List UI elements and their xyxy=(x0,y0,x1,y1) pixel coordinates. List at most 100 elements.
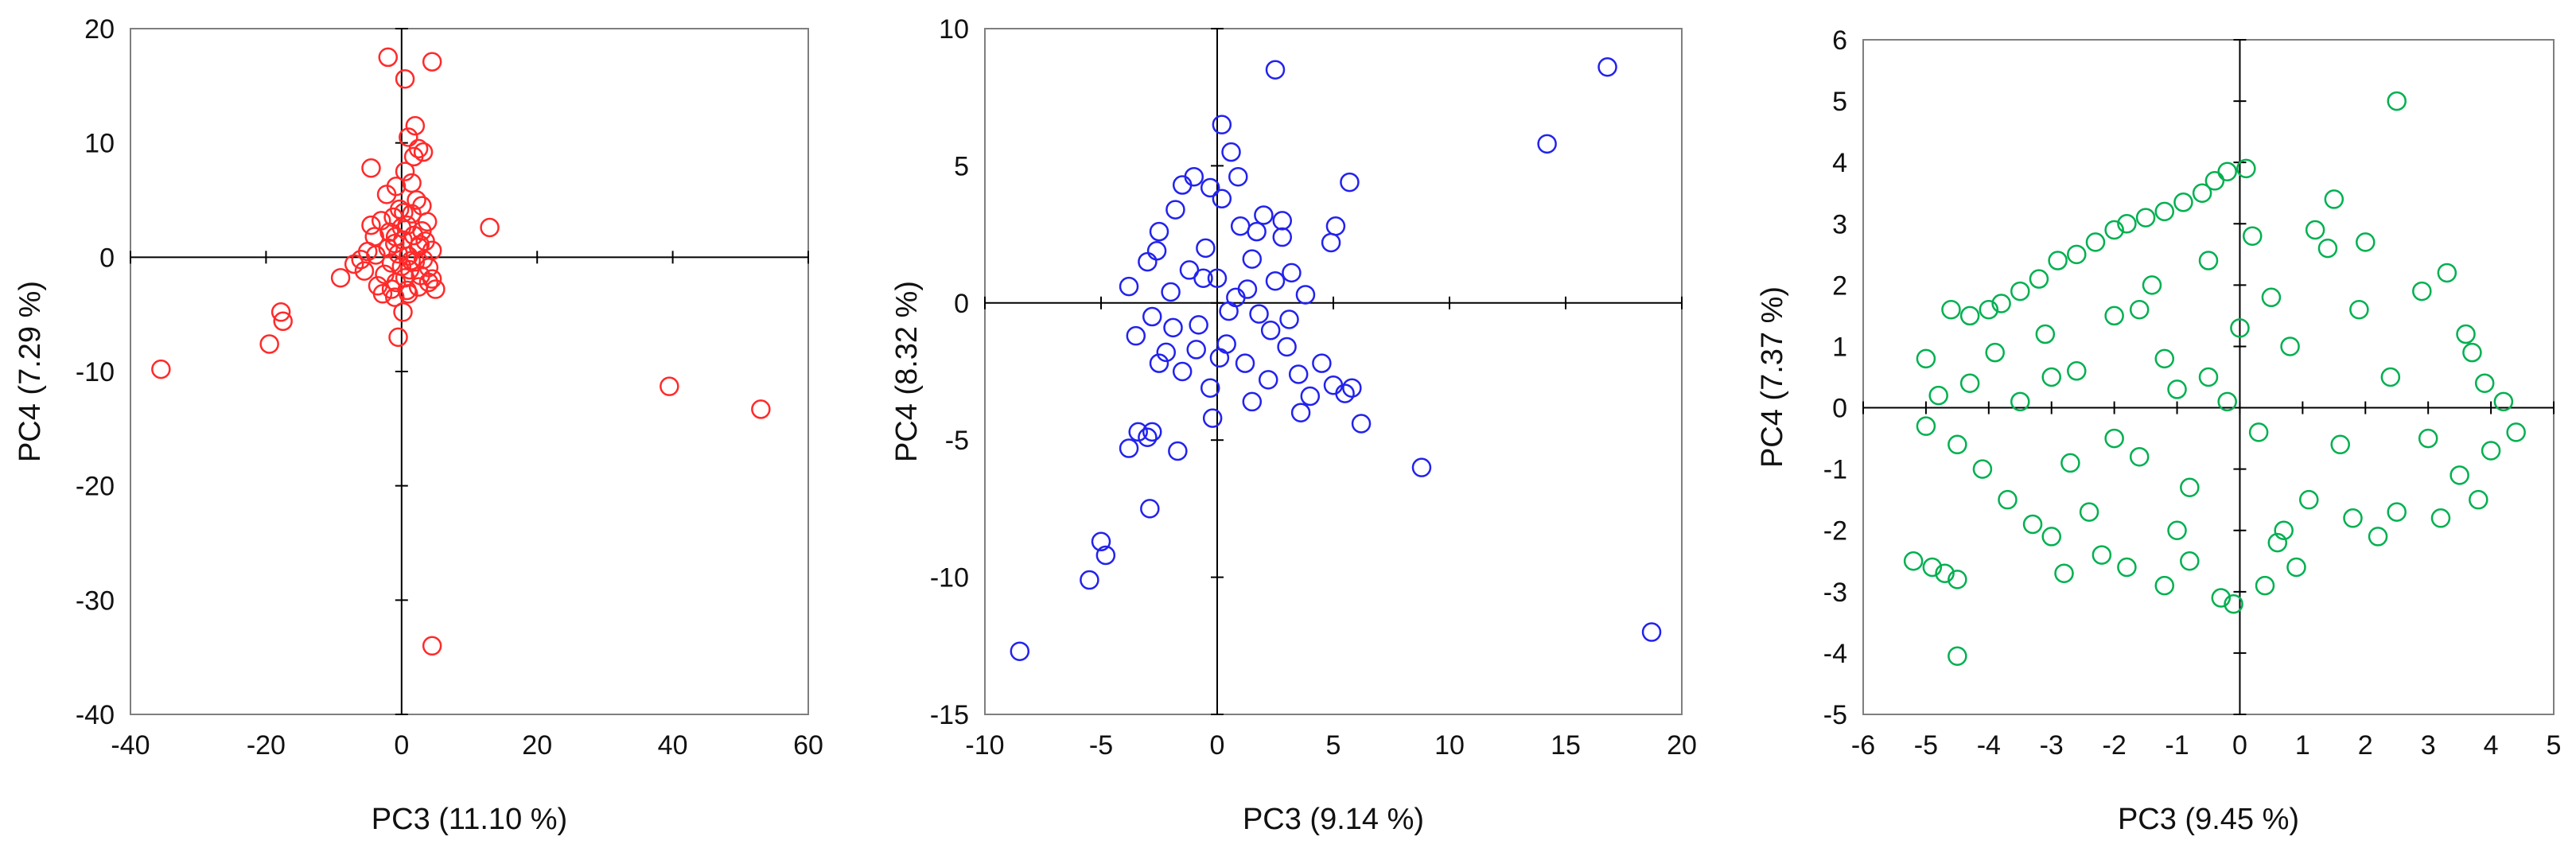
data-point xyxy=(408,138,429,159)
data-point xyxy=(1146,241,1167,261)
data-point xyxy=(1258,370,1278,390)
data-point xyxy=(2129,446,2150,467)
data-point xyxy=(1249,304,1269,324)
data-point xyxy=(1142,422,1162,442)
data-point xyxy=(2462,342,2482,363)
x-tick-label: 2 xyxy=(2358,730,2373,761)
y-axis-title: PC4 (7.29 %) xyxy=(14,281,47,462)
data-point xyxy=(1290,403,1311,422)
data-point xyxy=(1212,189,1232,209)
data-point xyxy=(2180,551,2200,571)
plot-area-border xyxy=(984,28,1683,715)
data-point xyxy=(1916,348,1936,369)
data-point xyxy=(2154,348,2175,369)
data-point xyxy=(1242,391,1263,412)
y-tick-label: 0 xyxy=(99,243,115,273)
data-point xyxy=(2280,337,2300,356)
data-point xyxy=(361,158,381,178)
data-point xyxy=(1156,342,1177,363)
data-point xyxy=(1219,301,1239,321)
data-point xyxy=(1200,378,1220,398)
data-point xyxy=(2224,593,2243,614)
data-point xyxy=(660,376,679,396)
x-tick-label: -10 xyxy=(965,730,1004,761)
data-point xyxy=(2154,201,2175,222)
data-point xyxy=(2248,422,2269,442)
data-point xyxy=(2198,367,2219,387)
data-point xyxy=(395,68,415,89)
data-point xyxy=(2142,275,2162,295)
data-point xyxy=(408,277,429,297)
x-tick-label: -2 xyxy=(2103,730,2127,761)
x-tick-label: 0 xyxy=(394,730,409,761)
data-point xyxy=(751,399,771,419)
data-point xyxy=(1277,337,1297,357)
data-point xyxy=(1212,115,1232,134)
data-point xyxy=(1941,299,1961,320)
data-point xyxy=(1168,441,1188,461)
data-point xyxy=(2217,161,2237,181)
data-point xyxy=(2305,220,2325,240)
data-point xyxy=(1189,315,1208,335)
x-tick-label: 15 xyxy=(1551,730,1581,761)
y-axis-title: PC4 (8.32 %) xyxy=(890,281,924,462)
data-point xyxy=(2217,391,2237,412)
data-point xyxy=(1216,334,1236,354)
data-point xyxy=(1265,60,1286,80)
data-point xyxy=(2054,563,2074,583)
data-point xyxy=(389,199,410,220)
data-point xyxy=(395,161,415,181)
data-point xyxy=(1959,373,1980,393)
data-point xyxy=(417,212,438,232)
data-point xyxy=(1948,570,1967,589)
data-point xyxy=(1172,361,1193,382)
data-point xyxy=(2104,428,2124,449)
data-point xyxy=(2380,367,2401,387)
x-tick-label: 4 xyxy=(2484,730,2499,761)
data-point xyxy=(2067,244,2087,265)
x-tick-label: -6 xyxy=(1851,730,1875,761)
data-point xyxy=(1935,563,1955,583)
data-point xyxy=(1142,306,1162,327)
x-tick-label: 20 xyxy=(1667,730,1697,761)
data-point xyxy=(2437,263,2457,283)
data-point xyxy=(1300,386,1321,407)
data-point xyxy=(1948,434,1967,455)
data-point xyxy=(1163,317,1183,338)
data-point xyxy=(2356,232,2376,252)
data-point xyxy=(1312,353,1332,373)
y-tick-label: -10 xyxy=(76,357,115,387)
data-point xyxy=(1186,340,1206,360)
y-axis-title: PC4 (7.37 %) xyxy=(1756,286,1789,468)
data-point xyxy=(2236,158,2256,179)
data-point xyxy=(1979,299,1999,320)
data-point xyxy=(1272,227,1293,247)
data-point xyxy=(1985,342,2005,363)
data-point xyxy=(1265,270,1286,291)
data-point xyxy=(402,173,422,193)
data-point xyxy=(480,217,500,238)
y-tick-label: -40 xyxy=(76,700,115,730)
data-point xyxy=(2474,373,2495,393)
data-point xyxy=(1196,238,1216,259)
x-tick-label: 5 xyxy=(2547,730,2562,761)
data-point xyxy=(410,235,430,255)
data-point xyxy=(385,227,406,247)
data-point xyxy=(2060,453,2080,473)
data-point xyxy=(2267,532,2288,553)
data-point xyxy=(397,280,417,301)
data-point xyxy=(388,327,408,348)
data-point xyxy=(422,52,442,72)
data-point xyxy=(422,269,442,289)
data-point xyxy=(1272,211,1293,231)
y-tick-label: 2 xyxy=(1832,270,1847,301)
data-point xyxy=(2343,508,2363,528)
data-point xyxy=(2180,477,2200,498)
x-tick-label: -40 xyxy=(111,730,150,761)
y-tick-label: -5 xyxy=(1823,700,1847,730)
data-point xyxy=(2010,281,2030,302)
data-point xyxy=(413,142,434,162)
data-point xyxy=(2412,281,2432,302)
